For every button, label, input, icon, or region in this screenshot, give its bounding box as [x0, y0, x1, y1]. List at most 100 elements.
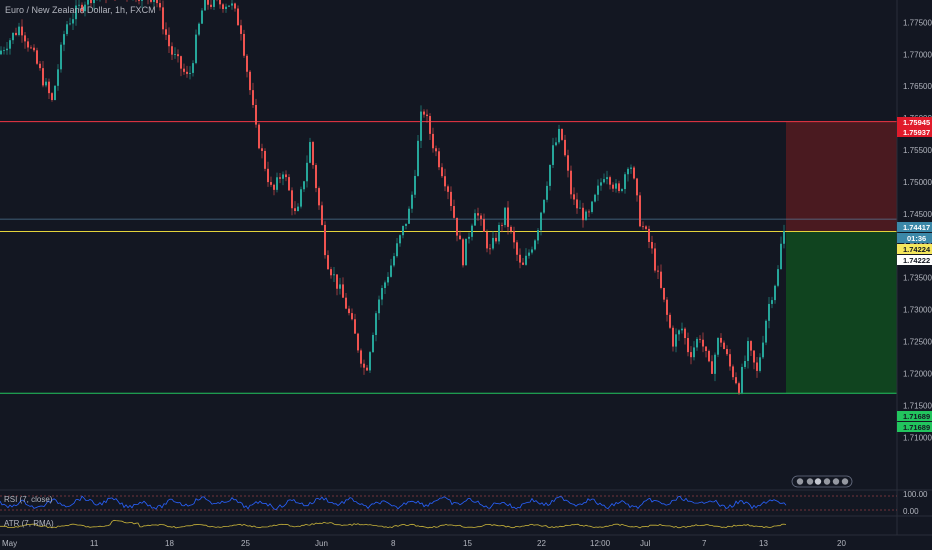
candle — [6, 41, 8, 55]
candle — [384, 280, 386, 295]
candle — [603, 173, 605, 184]
candle — [375, 310, 377, 342]
candle — [537, 228, 539, 245]
candle — [531, 246, 533, 255]
candle — [279, 173, 281, 184]
candle — [90, 0, 92, 8]
candle — [723, 340, 725, 350]
badge-dot-icon[interactable] — [823, 478, 831, 485]
price-tick-label: 1.77500 — [903, 18, 932, 27]
badge-dot-icon[interactable] — [796, 478, 804, 485]
time-tick-label: 11 — [90, 539, 99, 548]
candle — [267, 161, 269, 187]
price-tick-label: 1.73000 — [903, 306, 932, 315]
svg-text:1.75945: 1.75945 — [903, 118, 930, 127]
candle — [705, 346, 707, 358]
candle — [309, 137, 311, 164]
badge-dot-icon[interactable] — [832, 478, 840, 485]
badge-dot-icon[interactable] — [806, 478, 814, 485]
candle — [621, 188, 623, 193]
candle — [591, 200, 593, 214]
indicator-badges[interactable] — [791, 475, 853, 488]
candle — [570, 165, 572, 199]
candle — [378, 295, 380, 321]
candle — [546, 181, 548, 203]
candle — [450, 186, 452, 211]
candle — [363, 359, 365, 375]
candle — [216, 0, 218, 2]
candle — [543, 199, 545, 214]
candle — [66, 20, 68, 37]
time-tick-label: Jul — [640, 539, 650, 548]
time-axis[interactable]: May 11 18 25 Jun 8 15 22 12:00 Jul 7 13 20 — [2, 539, 846, 548]
price-tag-target-upper: 1.71689 — [897, 411, 932, 421]
candle — [165, 22, 167, 40]
candle — [519, 248, 521, 269]
candle — [99, 0, 101, 2]
candle — [426, 109, 428, 123]
candle — [690, 346, 692, 365]
candle — [246, 53, 248, 78]
candle — [462, 237, 464, 268]
candle — [558, 124, 560, 145]
candle — [423, 109, 425, 118]
candle — [171, 42, 173, 61]
svg-text:1.71689: 1.71689 — [903, 423, 930, 432]
candle — [162, 0, 164, 35]
candle — [480, 213, 482, 226]
candle — [219, 0, 221, 9]
candle — [483, 213, 485, 233]
price-tag-current: 1.74417 — [897, 222, 932, 232]
candle — [729, 349, 731, 371]
candle — [702, 332, 704, 353]
candle — [486, 229, 488, 253]
candle — [0, 46, 2, 56]
candle — [177, 49, 179, 63]
candle — [528, 249, 530, 259]
svg-text:1.74222: 1.74222 — [903, 256, 930, 265]
candle — [330, 266, 332, 279]
candle — [285, 170, 287, 182]
candle — [732, 364, 734, 381]
candle — [741, 363, 743, 395]
candle — [69, 17, 71, 26]
candle — [666, 297, 668, 322]
candle — [300, 186, 302, 209]
candle — [516, 240, 518, 261]
candle — [573, 187, 575, 205]
candle — [654, 242, 656, 273]
time-tick-label: 25 — [241, 539, 250, 548]
candle — [174, 47, 176, 59]
price-tick-label: 1.76500 — [903, 82, 932, 91]
candle — [264, 148, 266, 172]
atr-label: ATR (7, RMA) — [4, 519, 54, 528]
candle — [678, 329, 680, 341]
candle — [45, 78, 47, 88]
take-profit-zone[interactable] — [786, 231, 897, 394]
candle — [777, 265, 779, 288]
stop-loss-zone[interactable] — [786, 121, 897, 232]
candle — [669, 312, 671, 329]
candle — [699, 335, 701, 343]
candle — [297, 203, 299, 212]
candle — [753, 350, 755, 370]
candle — [657, 265, 659, 280]
candle — [258, 122, 260, 150]
candle — [282, 171, 284, 186]
candle — [387, 272, 389, 286]
badge-dot-icon[interactable] — [814, 478, 822, 485]
candle — [333, 267, 335, 282]
candle — [204, 0, 206, 11]
candle — [576, 192, 578, 214]
candle — [27, 38, 29, 52]
candle — [687, 332, 689, 357]
candle — [660, 264, 662, 290]
candle — [513, 226, 515, 249]
candle — [405, 223, 407, 230]
badge-dot-icon[interactable] — [841, 478, 849, 485]
candle — [48, 78, 50, 99]
candle — [15, 27, 17, 37]
candle — [342, 277, 344, 298]
candle — [432, 127, 434, 153]
